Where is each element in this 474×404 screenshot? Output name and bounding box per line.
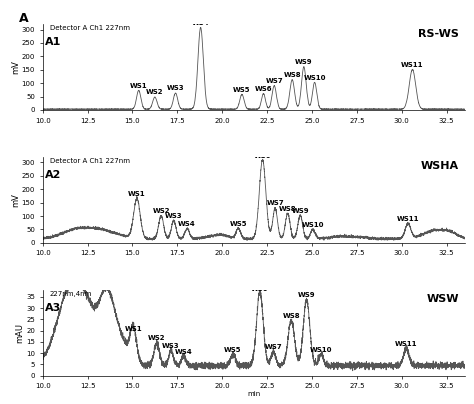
Text: WSHA: WSHA [421,162,459,171]
Text: WS10: WS10 [301,222,324,228]
Text: WS9: WS9 [295,59,313,65]
Text: WS6: WS6 [255,86,272,92]
Text: WS3: WS3 [165,213,182,219]
Text: WS6: WS6 [254,153,271,159]
Text: WS2: WS2 [148,335,165,341]
Text: WS5: WS5 [233,87,251,93]
Text: WS4: WS4 [192,20,210,26]
Text: WS11: WS11 [395,341,418,347]
Text: A2: A2 [46,170,62,180]
Text: A3: A3 [46,303,62,313]
Text: WS7: WS7 [266,200,284,206]
Text: WS8: WS8 [283,72,301,78]
Text: WS10: WS10 [303,75,326,81]
Y-axis label: mV: mV [11,193,20,207]
Text: WS3: WS3 [167,85,184,91]
Text: WSW: WSW [427,294,459,304]
Text: WS9: WS9 [292,208,309,214]
Text: WS1: WS1 [130,83,147,89]
Text: WS7: WS7 [264,344,282,350]
Text: WS2: WS2 [152,208,170,215]
Text: WS5: WS5 [229,221,247,227]
Text: WS8: WS8 [279,206,297,212]
Text: WS11: WS11 [401,62,424,68]
X-axis label: min: min [247,391,260,397]
Text: A: A [19,12,28,25]
Y-axis label: mV: mV [11,60,20,74]
Text: WS1: WS1 [125,326,142,332]
Y-axis label: mAU: mAU [16,323,25,343]
Text: WS4: WS4 [178,221,196,227]
Text: Detector A Ch1 227nm: Detector A Ch1 227nm [50,158,130,164]
Text: WS11: WS11 [397,217,419,222]
Text: WS10: WS10 [310,347,332,353]
Text: WS4: WS4 [175,349,192,355]
Text: 227nm,4nm: 227nm,4nm [50,291,92,297]
Text: WS6: WS6 [251,286,269,292]
Text: RS-WS: RS-WS [418,29,459,38]
Text: Detector A Ch1 227nm: Detector A Ch1 227nm [50,25,130,31]
Text: WS1: WS1 [128,191,146,198]
Text: WS8: WS8 [283,313,300,319]
Text: WS5: WS5 [224,347,242,353]
Text: WS7: WS7 [265,78,283,84]
Text: WS2: WS2 [146,89,164,95]
Text: A1: A1 [46,37,62,47]
Text: WS3: WS3 [162,343,180,349]
Text: WS9: WS9 [298,292,315,299]
